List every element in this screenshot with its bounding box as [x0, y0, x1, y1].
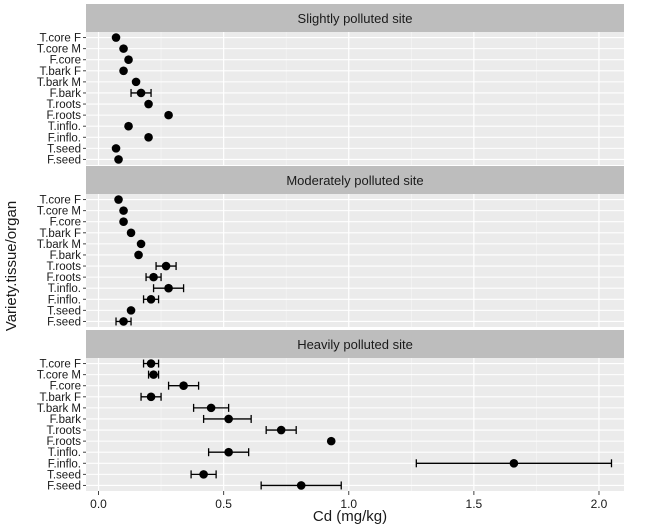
y-tick-label: T.bark F	[39, 228, 81, 240]
data-point	[131, 77, 141, 87]
data-point	[119, 217, 128, 227]
y-tick-label: F.core	[50, 381, 81, 393]
data-point	[296, 481, 306, 490]
x-axis-title: Cd (mg/kg)	[313, 508, 387, 525]
data-point	[179, 381, 188, 391]
y-tick-label: T.core M	[37, 206, 81, 218]
y-tick-label: F.inflo.	[48, 458, 81, 470]
data-point	[224, 447, 233, 457]
y-tick-label: T.core M	[37, 370, 81, 382]
y-axis-title: Variety.tissue/organ	[3, 201, 20, 331]
y-tick-label: F.bark	[50, 250, 82, 262]
y-tick-label: F.core	[50, 217, 81, 229]
y-tick-label: F.roots	[46, 436, 81, 448]
x-axis: 0.0 0.5 1.0 1.5 2.0	[90, 491, 608, 511]
y-tick-label: T.roots	[46, 425, 81, 437]
data-point	[146, 359, 156, 368]
data-point	[111, 144, 121, 153]
y-tick-label: F.seed	[47, 316, 81, 328]
x-tick-label: 1.0	[340, 497, 357, 511]
data-point	[164, 283, 173, 293]
data-point	[199, 470, 208, 479]
y-tick-label: T.core F	[39, 359, 81, 371]
data-point	[119, 44, 128, 53]
facet-title: Moderately polluted site	[286, 173, 423, 188]
data-point	[206, 403, 216, 413]
data-point	[136, 239, 146, 249]
data-point	[134, 250, 143, 260]
data-point	[111, 33, 121, 42]
y-tick-label: T.bark M	[37, 403, 81, 415]
data-point	[124, 55, 133, 65]
data-point	[161, 261, 171, 271]
panel-background	[86, 194, 624, 327]
y-tick-label: T.bark F	[39, 392, 81, 404]
facet-strip	[86, 330, 624, 358]
y-tick-label: T.bark M	[37, 239, 81, 251]
facet-strip	[86, 166, 624, 194]
y-tick-label: F.bark	[50, 414, 82, 426]
data-point	[509, 458, 519, 468]
facet-title: Slightly polluted site	[298, 11, 413, 26]
x-tick-label: 0.5	[215, 497, 232, 511]
data-point	[119, 317, 128, 326]
x-tick-label: 2.0	[591, 497, 608, 511]
data-point	[164, 110, 173, 120]
data-point	[126, 306, 136, 315]
facet-strip	[86, 4, 624, 32]
panel-background	[86, 32, 624, 165]
y-tick-label: F.seed	[47, 154, 81, 166]
y-tick-label: F.inflo.	[48, 132, 81, 144]
facet-panel: Heavily polluted site T.core FT.core MF.c…	[37, 330, 624, 492]
y-tick-label: T.bark M	[37, 77, 81, 89]
data-point	[144, 99, 153, 109]
x-tick-label: 1.5	[466, 497, 483, 511]
data-point	[124, 121, 133, 131]
y-tick-label: T.bark F	[39, 66, 81, 78]
data-point	[149, 370, 158, 379]
x-tick-label: 0.0	[90, 497, 107, 511]
y-tick-label: T.seed	[47, 469, 81, 481]
data-point	[144, 132, 153, 142]
data-point	[119, 206, 128, 215]
y-tick-label: F.inflo.	[48, 294, 81, 306]
y-tick-label: F.core	[50, 55, 81, 67]
data-point	[276, 425, 286, 435]
data-point	[149, 272, 158, 282]
y-tick-label: F.roots	[46, 272, 81, 284]
data-point	[224, 414, 233, 424]
data-point	[114, 155, 123, 164]
y-tick-label: F.roots	[46, 110, 81, 122]
data-point	[146, 294, 156, 304]
y-tick-label: T.core F	[39, 195, 81, 207]
data-point	[326, 436, 336, 446]
y-tick-label: T.seed	[47, 143, 81, 155]
y-tick-label: T.core M	[37, 44, 81, 56]
y-tick-label: F.seed	[47, 480, 81, 492]
data-point	[146, 392, 156, 402]
data-point	[114, 195, 123, 204]
y-tick-label: T.inflo.	[48, 121, 81, 133]
facet-panel: Moderately polluted site T.core FT.core M…	[37, 166, 624, 328]
data-point	[136, 88, 146, 98]
data-point	[126, 228, 136, 238]
y-tick-label: T.seed	[47, 305, 81, 317]
y-tick-label: T.inflo.	[48, 447, 81, 459]
y-tick-label: T.inflo.	[48, 283, 81, 295]
y-tick-label: F.bark	[50, 88, 82, 100]
data-point	[119, 66, 128, 76]
facet-title: Heavily polluted site	[297, 337, 413, 352]
y-tick-label: T.roots	[46, 261, 81, 273]
y-tick-label: T.roots	[46, 99, 81, 111]
panel-background	[86, 358, 624, 491]
y-tick-label: T.core F	[39, 33, 81, 45]
